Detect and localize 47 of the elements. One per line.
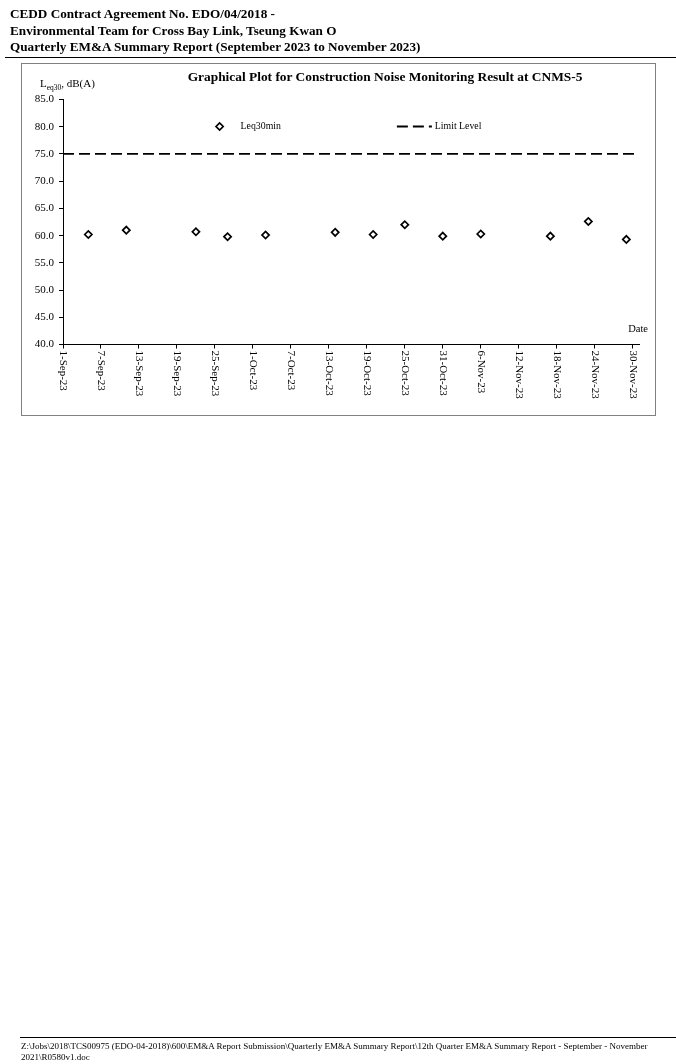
x-axis-title: Date	[628, 322, 649, 334]
y-tick-label: 70.0	[34, 174, 55, 187]
text: Quarterly EM&A Summary Report (September 2023 to November 2023)	[10, 39, 421, 56]
point	[261, 230, 270, 240]
text: CEDD Contract Agreement No. EDO/04/2018 -	[10, 6, 276, 23]
y-tick-label: 45.0	[34, 310, 55, 323]
y-tick-label: 80.0	[34, 119, 55, 132]
point	[368, 230, 378, 239]
x-tick-label: 31-Oct-23	[437, 350, 450, 397]
point	[400, 220, 410, 230]
y-tick-label: 40.0	[34, 337, 55, 350]
x-tick-label: 7-Sep-23	[96, 350, 109, 392]
y-tick-label: 60.0	[34, 228, 55, 241]
y-tick-label: 85.0	[34, 92, 55, 105]
point	[191, 227, 201, 237]
y-tick-label: 65.0	[34, 201, 55, 214]
legend-label: Limit Level	[434, 120, 482, 132]
y-tick-label: 50.0	[34, 282, 55, 295]
x-tick-label: 13-Sep-23	[134, 350, 147, 397]
point	[621, 234, 631, 244]
x-tick-label: 6-Nov-23	[475, 350, 488, 394]
legend-label: Leq30min	[240, 120, 281, 132]
x-tick-label: 25-Oct-23	[399, 350, 412, 397]
x-tick-label: 19-Sep-23	[172, 350, 185, 397]
chart-title: Graphical Plot for Construction Noise Monitoring Result at CNMS-5	[187, 69, 583, 84]
point	[476, 229, 486, 239]
x-tick-label: 1-Oct-23	[248, 350, 260, 391]
point	[545, 231, 555, 241]
y-tick-label: 75.0	[34, 146, 55, 159]
point	[330, 227, 340, 237]
x-tick-label: 13-Oct-23	[323, 350, 336, 397]
point	[121, 225, 131, 235]
x-tick-label: 7-Oct-23	[285, 350, 298, 391]
x-tick-label: 19-Oct-23	[361, 350, 374, 397]
x-tick-label: 24-Nov-23	[589, 350, 602, 400]
x-tick-label: 1-Sep-23	[58, 350, 71, 392]
text: Z:\Jobs\2018\TCS00975 (EDO-04-2018)\600\EM&A Report Submission\Quarterly EM&A Summary Report\12th Quarter EM&A Summary Report - September - November 2021\R0580v1.doc	[21, 1041, 649, 1062]
point	[223, 232, 233, 242]
point	[583, 217, 593, 226]
point	[83, 230, 93, 239]
x-tick-label: 18-Nov-23	[551, 350, 564, 400]
point	[438, 231, 448, 241]
x-tick-label: 25-Sep-23	[210, 350, 223, 397]
text: Environmental Team for Cross Bay Link, Tseung Kwan O	[10, 22, 338, 39]
x-tick-label: 12-Nov-23	[513, 350, 526, 400]
y-tick-label: 55.0	[34, 255, 55, 268]
x-tick-label: 30-Nov-23	[627, 350, 640, 400]
